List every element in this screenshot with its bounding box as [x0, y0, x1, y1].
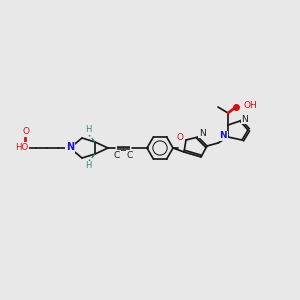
- Text: C: C: [114, 151, 120, 160]
- Text: O: O: [176, 133, 184, 142]
- Text: N: N: [219, 131, 227, 140]
- Text: N: N: [199, 128, 206, 137]
- Text: H: H: [85, 161, 91, 170]
- Text: N: N: [242, 115, 248, 124]
- Text: HO: HO: [15, 142, 28, 152]
- Text: H: H: [85, 125, 91, 134]
- Text: O: O: [22, 128, 29, 136]
- Text: C: C: [127, 151, 133, 160]
- Text: N: N: [66, 142, 74, 152]
- Text: OH: OH: [244, 100, 258, 109]
